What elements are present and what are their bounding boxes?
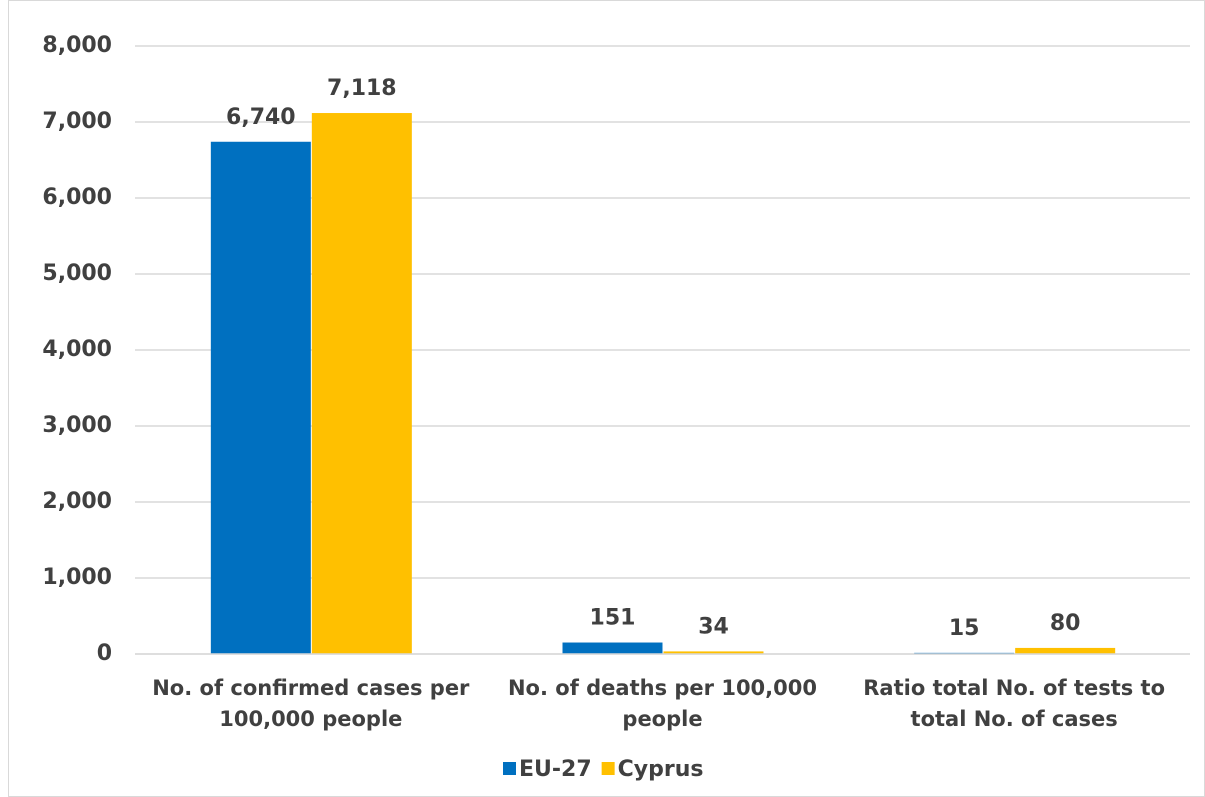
y-tick-label: 2,000 <box>42 489 112 514</box>
y-tick-label: 7,000 <box>42 109 112 134</box>
y-tick-label: 5,000 <box>42 261 112 286</box>
y-tick-label: 0 <box>97 641 112 666</box>
value-label: 34 <box>698 614 729 639</box>
bar <box>1015 647 1116 654</box>
bar <box>311 113 412 655</box>
legend-swatch <box>503 762 516 775</box>
y-tick-label: 6,000 <box>42 185 112 210</box>
value-label: 6,740 <box>226 105 296 130</box>
y-tick-label: 8,000 <box>42 33 112 58</box>
bar <box>562 642 663 654</box>
x-tick-label: No. of deaths per 100,000 people <box>507 676 817 731</box>
x-tick-label: Ratio total No. of tests to total No. of… <box>863 676 1166 731</box>
bar <box>210 141 311 654</box>
bar <box>663 651 764 654</box>
y-tick-label: 4,000 <box>42 337 112 362</box>
y-tick-label: 1,000 <box>42 565 112 590</box>
x-tick-label: No. of confirmed cases per 100,000 peopl… <box>152 676 470 731</box>
value-label: 151 <box>590 606 636 631</box>
value-label: 80 <box>1050 611 1081 636</box>
legend-swatch <box>601 762 615 775</box>
value-label: 7,118 <box>327 76 397 101</box>
y-tick-label: 3,000 <box>42 413 112 438</box>
legend-label: EU-27 <box>519 757 592 782</box>
value-label: 15 <box>949 616 980 641</box>
legend-label: Cyprus <box>618 757 704 782</box>
